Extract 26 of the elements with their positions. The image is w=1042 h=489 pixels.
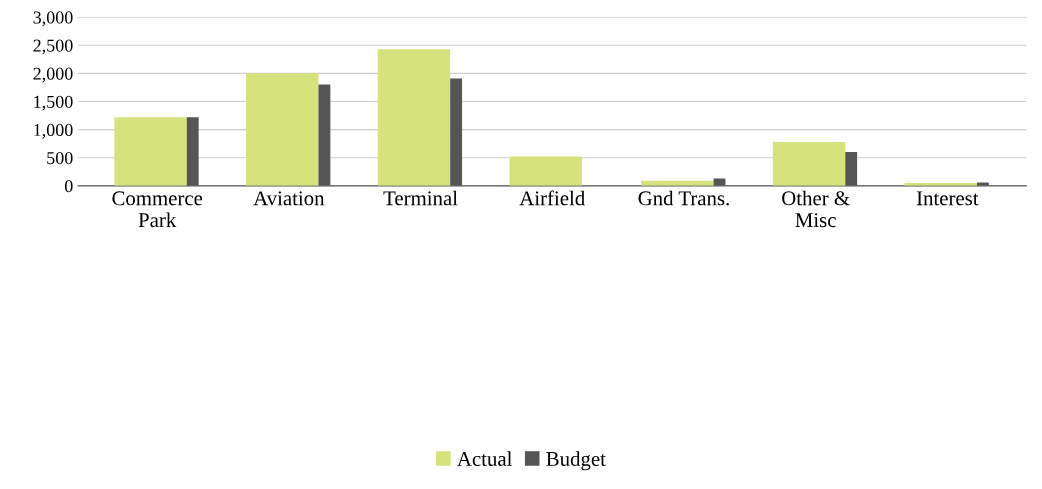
y-tick-label: 1,500: [34, 95, 73, 111]
x-tick-label: Commerce Park: [112, 191, 203, 228]
x-tick-label: Interest: [916, 191, 979, 206]
bar: [976, 182, 989, 186]
legend-label: Actual: [457, 451, 513, 466]
y-tick-label: 2,500: [33, 39, 73, 55]
bar: [318, 84, 331, 186]
x-tick-label: Airfield: [519, 190, 585, 206]
bar: [114, 117, 187, 186]
x-tick-label: Gnd Trans.: [638, 190, 729, 206]
legend-label: Budget: [546, 451, 606, 471]
y-tick-label: 500: [47, 151, 73, 165]
bar: [246, 73, 319, 186]
bar: [845, 152, 858, 186]
bar: [772, 141, 846, 186]
x-tick-label: Terminal: [383, 190, 458, 206]
bar: [509, 156, 582, 186]
bar: [450, 78, 463, 186]
x-tick-label: Other & Misc: [782, 190, 850, 228]
y-tick-label: 2,000: [33, 67, 73, 83]
bar: [377, 49, 451, 186]
y-tick-label: 0: [64, 180, 73, 193]
y-tick-label: 1,000: [34, 123, 73, 139]
bar: [186, 117, 199, 186]
y-tick-label: 3,000: [33, 11, 73, 27]
x-tick-label: Aviation: [253, 191, 325, 206]
